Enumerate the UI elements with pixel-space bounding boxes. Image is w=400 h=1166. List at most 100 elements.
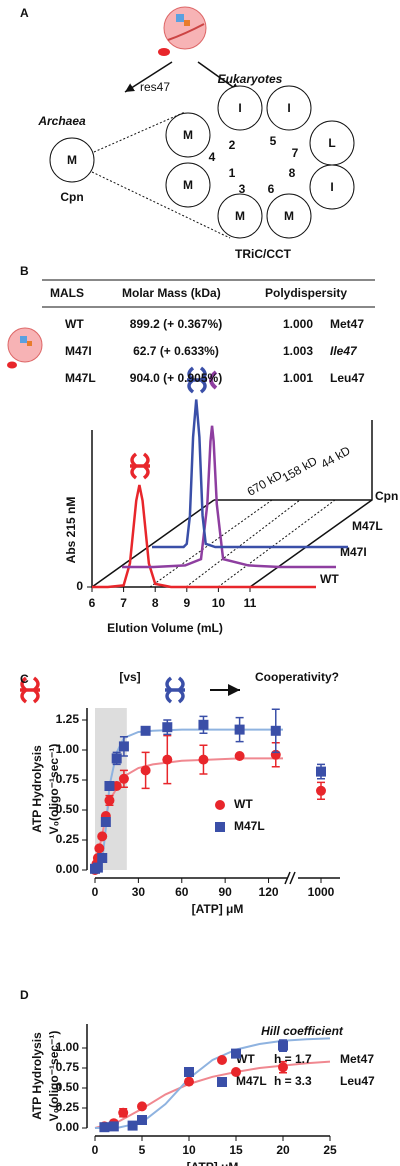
annotation: 158 kD (280, 454, 320, 485)
data-point (162, 754, 173, 765)
panel-label: B (20, 264, 29, 278)
subunit-letter: M (183, 128, 193, 142)
legend-label: M47L (236, 1074, 267, 1088)
y-axis-label: ATP Hydrolysis (30, 1032, 44, 1120)
x-axis-label: Elution Volume (mL) (107, 621, 223, 635)
y-axis-label: V₀(oligo⁻¹sec⁻¹) (47, 744, 61, 835)
legend-marker (217, 1055, 227, 1065)
subunit-letter: L (328, 136, 335, 150)
data-point (316, 766, 326, 777)
axis-break (284, 871, 296, 885)
panel-label: D (20, 988, 29, 1002)
legend-marker (215, 822, 225, 832)
table-cell: 904.0 (+ 0.905%) (130, 371, 222, 385)
subunit-number: 3 (239, 182, 246, 196)
complex-icon (187, 366, 207, 394)
y-tick-label: 1.00 (56, 1040, 80, 1054)
data-point (198, 754, 209, 765)
complex-icon (130, 452, 150, 480)
size-marker-lines (149, 499, 336, 588)
subunit-letter: M (235, 209, 245, 223)
legend-residue: Met47 (340, 1052, 374, 1066)
data-point (104, 795, 115, 806)
complex-icon (165, 676, 185, 704)
data-point (140, 765, 151, 776)
x-tick-label: 30 (132, 885, 146, 899)
subunit-number: 8 (289, 166, 296, 180)
dotted-line (93, 111, 186, 153)
y-tick-label: 0.75 (56, 772, 80, 786)
arrow (124, 61, 173, 93)
x-tick-label: 15 (229, 1143, 243, 1157)
subunit-circle (165, 162, 211, 208)
panel-label: A (20, 6, 29, 20)
table-cell: Leu47 (330, 371, 365, 385)
y-tick-label: 0.75 (56, 1060, 80, 1074)
data-point (234, 724, 245, 735)
table-header: Polydispersity (265, 286, 347, 300)
data-point (231, 1067, 241, 1077)
legend-marker (215, 800, 225, 810)
x-tick-label: 90 (218, 885, 232, 899)
cell-icon (7, 327, 43, 369)
table-cell: 899.2 (+ 0.367%) (130, 317, 222, 331)
data-point (140, 725, 151, 736)
subunit-number: 6 (268, 182, 275, 196)
group-label: Eukaryotes (218, 72, 283, 86)
table-cell: 1.003 (283, 344, 313, 358)
tric-label: TRiC/CCT (235, 247, 292, 261)
subunit-number: 4 (209, 150, 216, 164)
subunit-number: 7 (292, 146, 299, 160)
group-label: Archaea (37, 114, 86, 128)
data-point (97, 853, 108, 863)
complex-icons (20, 366, 218, 704)
subunit-circle (266, 193, 312, 239)
x-tick-label: 7 (120, 596, 127, 610)
data-point (137, 1101, 147, 1112)
table-header: Molar Mass (kDa) (122, 286, 221, 300)
x-tick-label: 1000 (308, 885, 335, 899)
data-point (127, 1120, 138, 1131)
data-point (111, 753, 122, 764)
x-tick-label: 6 (89, 596, 96, 610)
x-tick-label: 120 (259, 885, 279, 899)
table-header: MALS (50, 286, 84, 300)
data-point (231, 1048, 241, 1059)
subunit-letter: M (284, 209, 294, 223)
data-point (278, 1062, 288, 1073)
data-point (94, 843, 105, 854)
table-cell: Ile47 (330, 344, 358, 358)
y-tick-label: 0.50 (56, 1080, 80, 1094)
trace (92, 484, 250, 589)
table-cell: 1.001 (283, 371, 313, 385)
y-axis-label: Abs 215 nM (64, 497, 78, 564)
data-point (99, 1122, 110, 1133)
data-point (108, 1121, 119, 1132)
x-tick-label: 0 (92, 885, 99, 899)
y-tick-label: 0.00 (56, 862, 80, 876)
subunit-number: 1 (229, 166, 236, 180)
legend-label: M47I (340, 545, 367, 559)
subunit-letter: M (67, 153, 77, 167)
y-tick-label: 0.50 (56, 802, 80, 816)
cpn-circle (49, 137, 95, 183)
table-cell: 62.7 (+ 0.633%) (133, 344, 219, 358)
legend-label: WT (234, 797, 253, 811)
y-tick-label: 0.25 (56, 832, 80, 846)
legend-label: WT (320, 572, 339, 586)
subunit-letter: M (183, 178, 193, 192)
annotation: 44 kD (319, 443, 353, 471)
cell-icon (158, 6, 207, 56)
trace (152, 399, 310, 549)
data-point (184, 1076, 194, 1087)
cpn-label: Cpn (60, 190, 83, 204)
table-cell: 1.000 (283, 317, 313, 331)
x-tick-label: 10 (212, 596, 226, 610)
table-cell: M47L (65, 371, 96, 385)
data-point (278, 1040, 288, 1051)
subunit-circle (217, 85, 263, 131)
x-tick-label: 20 (276, 1143, 290, 1157)
annotation: [vs] (119, 670, 140, 684)
subunit-letter: I (238, 101, 241, 115)
